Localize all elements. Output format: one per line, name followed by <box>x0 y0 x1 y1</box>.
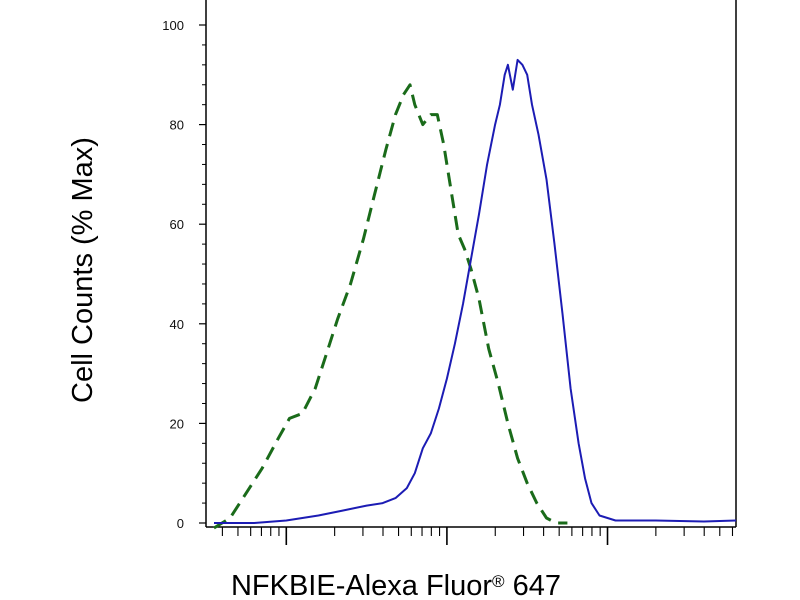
sample-histogram-line <box>214 58 737 524</box>
plot-frame <box>205 0 737 528</box>
y-tick-label: 100 <box>162 18 184 33</box>
y-tick-label: 40 <box>170 317 184 332</box>
y-axis-title: Cell Counts (% Max) <box>67 137 99 403</box>
control-histogram-line <box>213 83 568 530</box>
x-axis-title: NFKBIE-Alexa Fluor® 647 <box>231 570 561 600</box>
y-tick-label: 20 <box>170 416 184 431</box>
y-ticks: 0 20 40 60 80 100 <box>162 18 206 531</box>
x-axis-title-registered-mark: ® <box>492 572 505 591</box>
y-tick-label: 0 <box>177 516 184 531</box>
x-axis-title-main: NFKBIE-Alexa Fluor <box>231 570 492 600</box>
x-axis-title-tail: 647 <box>505 570 561 600</box>
y-tick-label: 80 <box>170 118 184 133</box>
y-tick-label: 60 <box>170 217 184 232</box>
series-layer <box>213 58 737 530</box>
x-ticks <box>221 527 734 545</box>
